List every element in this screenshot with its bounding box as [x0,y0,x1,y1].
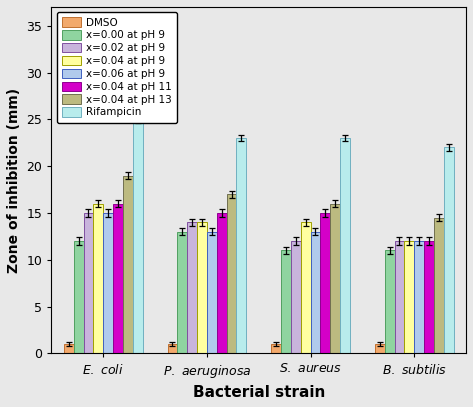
Bar [301,222,311,353]
Bar [187,222,197,353]
Bar [197,222,207,353]
Bar [434,218,444,353]
Bar [311,232,320,353]
Bar [133,119,143,353]
Bar [281,250,291,353]
Bar [394,241,404,353]
X-axis label: Bacterial strain: Bacterial strain [193,385,325,400]
Bar [291,241,301,353]
Bar [217,213,227,353]
Bar [74,241,84,353]
Bar [340,138,350,353]
Bar [236,138,246,353]
Bar [424,241,434,353]
Bar [320,213,330,353]
Bar [271,344,281,353]
Bar [84,213,93,353]
Bar [113,204,123,353]
Bar [103,213,113,353]
Bar [385,250,394,353]
Bar [404,241,414,353]
Legend: DMSO, x=0.00 at pH 9, x=0.02 at pH 9, x=0.04 at pH 9, x=0.06 at pH 9, x=0.04 at : DMSO, x=0.00 at pH 9, x=0.02 at pH 9, x=… [57,12,177,123]
Bar [177,232,187,353]
Y-axis label: Zone of inhibition (mm): Zone of inhibition (mm) [7,88,21,273]
Bar [227,194,236,353]
Bar [444,147,454,353]
Bar [123,175,133,353]
Bar [167,344,177,353]
Bar [375,344,385,353]
Bar [64,344,74,353]
Bar [207,232,217,353]
Bar [330,204,340,353]
Bar [93,204,103,353]
Bar [414,241,424,353]
